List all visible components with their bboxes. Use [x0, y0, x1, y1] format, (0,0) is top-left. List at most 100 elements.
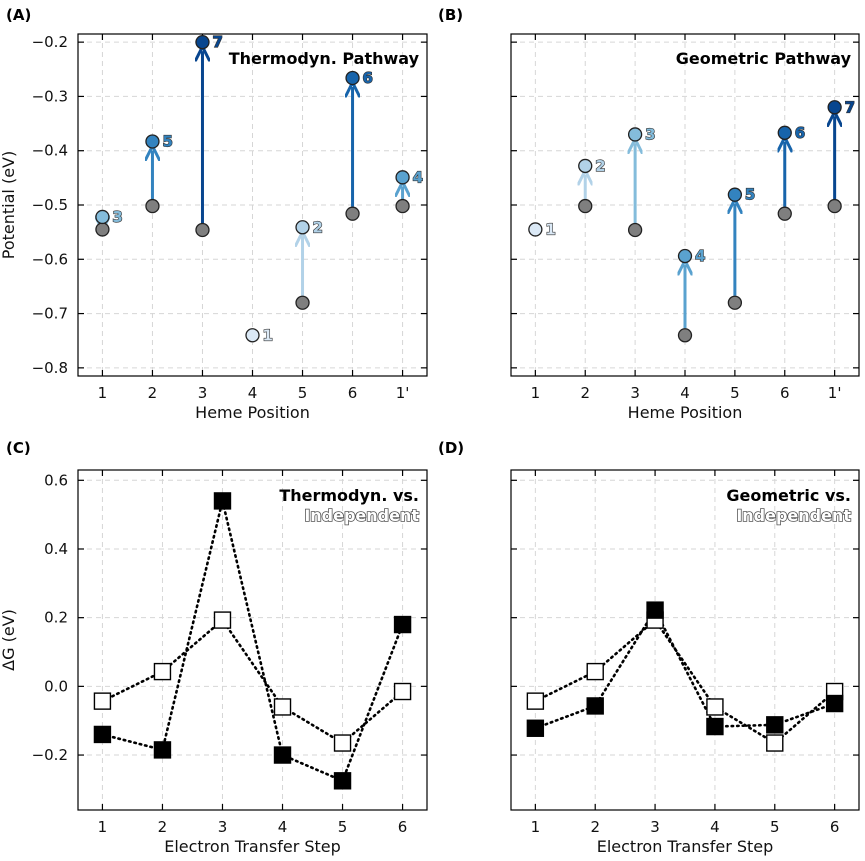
x-tick-label: 2	[148, 384, 158, 402]
x-tick-label: 2	[158, 818, 168, 836]
panel-d-geometric-vs-independent: 1 2 3 4 5 6 Electron Transfer Step Geometric vs…	[510, 469, 860, 856]
plot-frame	[510, 469, 860, 811]
data-point-open	[766, 734, 784, 752]
y-tick-label: 0.2	[44, 609, 68, 627]
oxidized-point	[827, 198, 842, 214]
y-tick-label: 0.6	[44, 471, 68, 489]
data-point-filled	[93, 725, 112, 744]
y-tick-label: 0.0	[44, 677, 68, 695]
reduction-order-label: 2	[313, 218, 323, 236]
data-point-open	[393, 682, 412, 701]
x-tick-label: 1	[98, 384, 108, 402]
x-tick-label: 5	[730, 384, 740, 402]
data-point-filled	[825, 694, 844, 713]
reduced-point	[245, 328, 260, 343]
reduction-order-label: 4	[695, 247, 705, 265]
y-tick-label: −0.8	[32, 359, 68, 377]
reduced-point	[95, 209, 110, 225]
plot-frame	[77, 469, 428, 811]
series-line-open	[101, 618, 404, 745]
x-tick-label: 6	[830, 818, 840, 836]
y-tick-label: −0.5	[32, 196, 68, 214]
panel-title: Geometric Pathway	[676, 49, 852, 68]
data-point-filled	[333, 772, 352, 790]
panel-letter-b: (B)	[438, 6, 463, 24]
x-axis-label: Heme Position	[628, 403, 743, 422]
data-point-filled	[213, 492, 232, 510]
data-point-filled	[526, 719, 545, 737]
data-point-open	[333, 734, 352, 752]
data-point-filled	[153, 741, 172, 759]
oxidized-point	[145, 198, 160, 214]
x-tick-label: 4	[680, 384, 690, 402]
y-tick-label: 0.4	[44, 540, 68, 558]
data-point-filled	[586, 697, 604, 715]
x-tick-label: 2	[590, 818, 600, 836]
reduction-order-label: 6	[795, 124, 805, 142]
data-point-filled	[646, 601, 664, 619]
y-tick-label: −0.6	[32, 250, 68, 268]
data-point-filled	[766, 716, 784, 734]
x-tick-label: 1	[531, 818, 541, 836]
x-tick-label: 3	[630, 384, 640, 402]
x-tick-label: 5	[298, 384, 308, 402]
reduction-order-label: 7	[212, 33, 222, 51]
series-line-filled	[534, 607, 836, 730]
reduced-point	[345, 70, 360, 86]
x-tick-label: 3	[650, 818, 660, 836]
oxidized-point	[627, 222, 643, 238]
oxidized-point	[727, 295, 743, 310]
x-axis-label: Electron Transfer Step	[597, 837, 774, 856]
y-tick-label: −0.2	[32, 33, 68, 51]
reduced-point	[777, 125, 792, 140]
panel-title-line1: Thermodyn. vs.	[279, 486, 419, 505]
reduction-order-label: 5	[162, 132, 172, 150]
oxidized-point	[195, 222, 210, 238]
panel-title-line2: Independent	[736, 506, 851, 525]
y-axis-label: ΔG (eV)	[0, 609, 18, 671]
reduced-point	[727, 187, 743, 202]
reduction-order-label: 1	[263, 326, 273, 344]
reduced-point	[677, 248, 693, 264]
data-point-filled	[393, 615, 412, 634]
x-tick-label: 4	[710, 818, 720, 836]
series-line-filled	[101, 500, 404, 783]
reduced-point	[195, 34, 210, 50]
reduced-point	[627, 127, 643, 142]
x-tick-label: 5	[770, 818, 780, 836]
oxidized-point	[345, 206, 360, 221]
x-tick-label: 1	[98, 818, 108, 836]
oxidized-point	[677, 328, 693, 343]
data-point-open	[586, 662, 604, 681]
panel-a-thermodynamic-pathway: −0.8 −0.7 −0.6 −0.5 −0.4 −0.3 −0.2 1 2 3 4 5 6 1' Heme…	[0, 33, 428, 422]
panel-c-thermodyn-vs-independent: −0.2 0.0 0.2 0.4 0.6 1 2 3 4 5 6 Electron Transfer …	[0, 469, 428, 856]
data-point-open	[706, 698, 724, 716]
data-point-open	[153, 662, 172, 681]
x-tick-label: 3	[198, 384, 208, 402]
reduced-point	[528, 222, 543, 237]
data-point-open	[273, 698, 292, 716]
y-tick-label: −0.3	[32, 87, 68, 105]
panel-letter-a: (A)	[6, 6, 31, 24]
reduced-point	[395, 170, 410, 185]
reduced-point	[145, 134, 160, 149]
reduction-order-label: 5	[745, 186, 755, 204]
reduction-order-label: 7	[845, 98, 855, 116]
x-tick-label: 2	[580, 384, 590, 402]
oxidized-point	[295, 295, 310, 310]
x-tick-label: 4	[278, 818, 288, 836]
reduction-order-label: 3	[112, 208, 122, 226]
y-tick-label: −0.7	[32, 305, 68, 323]
x-tick-label: 1'	[396, 384, 410, 402]
reduction-order-label: 2	[595, 157, 605, 175]
reduced-point	[295, 220, 310, 235]
panel-b-geometric-pathway: 1 2 3 4 5 6 1' Heme Position 1 2 3 4 5 6 7 Geometric Pa…	[510, 33, 860, 422]
data-point-filled	[706, 717, 724, 736]
panel-letter-d: (D)	[438, 439, 464, 457]
oxidized-point	[395, 198, 410, 214]
data-point-open	[526, 692, 545, 710]
reduction-order-label: 3	[645, 125, 655, 143]
panel-title-line2: Independent	[304, 506, 419, 525]
x-tick-label: 5	[338, 818, 348, 836]
